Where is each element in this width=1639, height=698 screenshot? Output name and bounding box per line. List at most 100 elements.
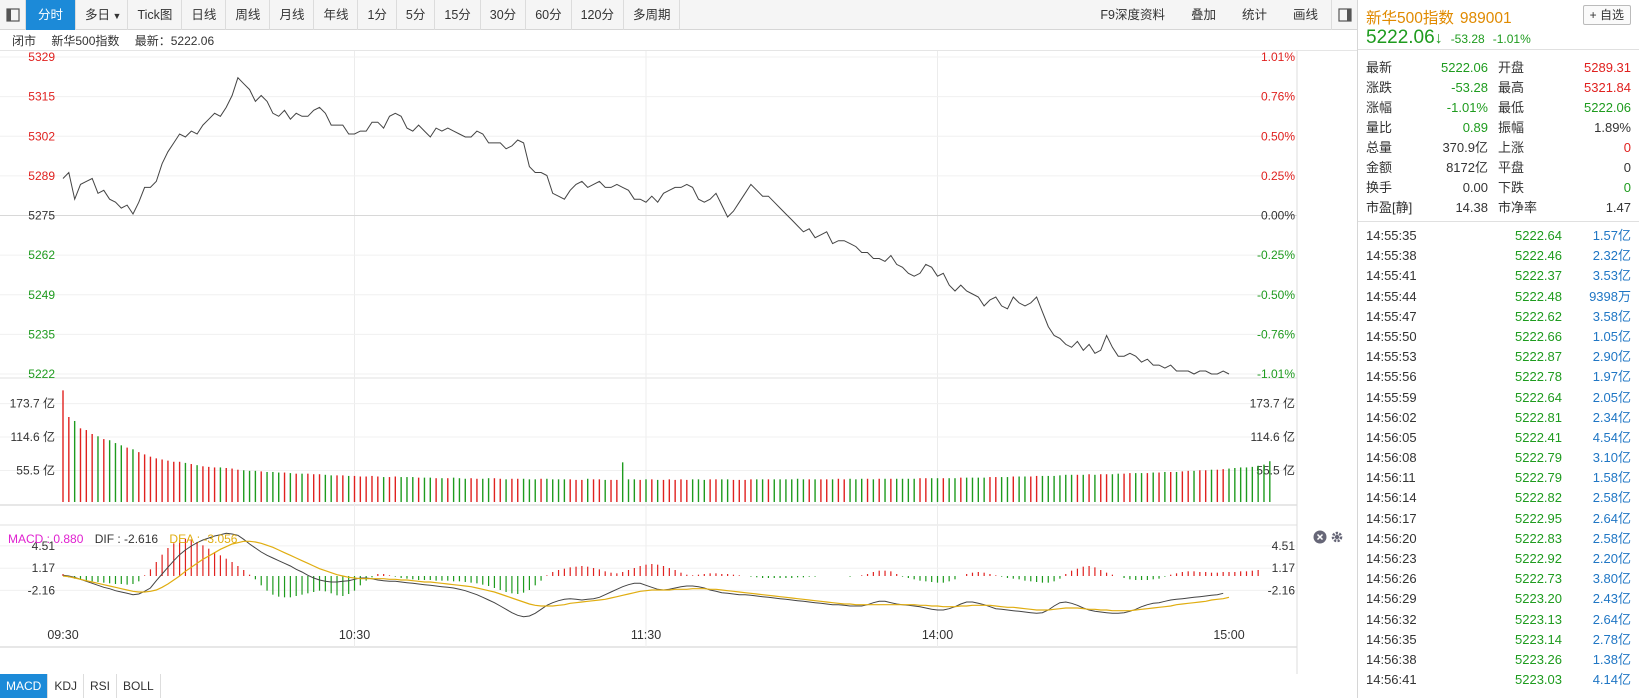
- toolbar-action-3[interactable]: 画线: [1292, 8, 1318, 22]
- tick-list[interactable]: 14:55:35 5222.64 1.57亿 14:55:38 5222.46 2.32亿…: [1358, 222, 1639, 690]
- tick-time: 14:55:56: [1366, 369, 1417, 385]
- stat-row: 金额 8172亿 平盘 0: [1366, 158, 1631, 178]
- indicator-tab-kdj[interactable]: KDJ: [48, 674, 85, 698]
- tab-period-12[interactable]: 120分: [572, 0, 624, 30]
- tick-row: 14:55:44 5222.48 9398万: [1366, 287, 1631, 307]
- toolbar-action-1[interactable]: 叠加: [1190, 8, 1216, 22]
- tick-time: 14:55:41: [1366, 268, 1417, 284]
- tick-row: 14:56:29 5223.20 2.43亿: [1366, 589, 1631, 609]
- tick-time: 14:55:59: [1366, 389, 1417, 405]
- stat-row: 涨幅 -1.01% 最低 5222.06: [1366, 98, 1631, 118]
- gear-icon[interactable]: [1330, 530, 1344, 544]
- dropdown-arrow-icon: ▼: [110, 11, 122, 21]
- period-tabs: 分时 多日 ▼ Tick图 日线 周线 月线 年线 1分 5分 15分 30分 60分 120分 多周期: [26, 0, 681, 30]
- time-tick-label: 14:00: [922, 628, 953, 642]
- indicator-tabs: MACD KDJ RSI BOLL: [0, 674, 161, 698]
- tick-price: 5222.66: [1515, 328, 1562, 344]
- add-watchlist-button[interactable]: + 自选: [1582, 5, 1631, 25]
- stat-label: 上涨: [1498, 140, 1525, 155]
- tick-price: 5222.62: [1515, 308, 1562, 324]
- tick-time: 14:56:35: [1366, 631, 1417, 647]
- tick-row: 14:55:56 5222.78 1.97亿: [1366, 367, 1631, 387]
- tab-period-3[interactable]: 日线: [182, 0, 227, 30]
- macd-tick-label: 4.51: [1272, 539, 1296, 553]
- tick-volume: 1.57亿: [1592, 228, 1631, 243]
- stat-value: 14.38: [1455, 200, 1488, 215]
- price-line: [62, 76, 1230, 375]
- tick-time: 14:56:23: [1366, 551, 1417, 566]
- tab-period-4[interactable]: 周线: [226, 0, 271, 30]
- indicator-tab-boll[interactable]: BOLL: [117, 674, 161, 698]
- tab-period-8[interactable]: 5分: [397, 0, 436, 30]
- tick-time: 14:56:38: [1366, 651, 1417, 667]
- security-code: 989001: [1459, 10, 1512, 27]
- tick-row: 14:55:41 5222.37 3.53亿: [1366, 266, 1631, 286]
- pct-tick-label: -0.50%: [1257, 288, 1295, 302]
- index-name: 新华500指数: [51, 34, 120, 48]
- volume-tick-label: 55.5 亿: [16, 463, 55, 478]
- tab-period-0[interactable]: 分时: [26, 0, 77, 30]
- tab-period-13[interactable]: 多周期: [624, 0, 681, 30]
- tick-time: 14:56:08: [1366, 450, 1417, 466]
- tab-period-1[interactable]: 多日 ▼: [76, 0, 129, 30]
- toggle-left-panel-icon[interactable]: [0, 0, 26, 30]
- dif-value: DIF : -2.616: [94, 532, 159, 546]
- tick-volume: 3.53亿: [1592, 268, 1631, 284]
- volume-tick-label: 114.6 亿: [1251, 429, 1295, 444]
- stat-value: 0: [1623, 140, 1631, 155]
- tick-price: 5222.37: [1515, 268, 1562, 284]
- price-tick-label: 5262: [28, 248, 55, 262]
- tick-time: 14:55:47: [1366, 308, 1417, 324]
- tick-price: 5222.78: [1515, 369, 1562, 385]
- tick-time: 14:56:29: [1366, 591, 1417, 607]
- security-name: 新华500指数: [1366, 10, 1454, 27]
- tab-period-7[interactable]: 1分: [358, 0, 397, 30]
- indicator-tab-macd[interactable]: MACD: [0, 674, 49, 698]
- intraday-chart[interactable]: 5329 1.01% 5315 0.76% 5302 0.50% 5289 0.25% 5275…: [0, 51, 1357, 674]
- toolbar-action-2[interactable]: 统计: [1241, 8, 1267, 22]
- tab-period-10[interactable]: 30分: [481, 0, 527, 30]
- tick-time: 14:56:17: [1366, 510, 1417, 526]
- tick-price: 5222.81: [1515, 409, 1562, 425]
- tick-volume: 3.10亿: [1592, 450, 1631, 466]
- tick-time: 14:56:41: [1366, 672, 1417, 688]
- macd-value: MACD : 0.880: [8, 532, 84, 546]
- stat-value: 5222.06: [1584, 100, 1631, 115]
- tick-price: 5222.82: [1515, 490, 1562, 506]
- tick-price: 5222.87: [1515, 349, 1562, 365]
- stat-label: 换手: [1366, 180, 1393, 195]
- tick-price: 5222.73: [1515, 571, 1562, 587]
- price-tick-label: 5222: [28, 367, 55, 381]
- tick-row: 14:55:38 5222.46 2.32亿: [1366, 246, 1631, 266]
- tick-row: 14:56:38 5223.26 1.38亿: [1366, 650, 1631, 670]
- stat-row: 涨跌 -53.28 最高 5321.84: [1366, 78, 1631, 98]
- tick-price: 5223.20: [1515, 591, 1562, 607]
- dea-line: [62, 540, 1230, 612]
- tab-period-5[interactable]: 月线: [270, 0, 315, 30]
- tick-time: 14:56:32: [1366, 611, 1417, 627]
- indicator-tab-rsi[interactable]: RSI: [84, 674, 118, 698]
- tick-row: 14:56:32 5223.13 2.64亿: [1366, 610, 1631, 630]
- close-indicator-icon[interactable]: [1313, 530, 1327, 544]
- tab-period-9[interactable]: 15分: [435, 0, 481, 30]
- tick-time: 14:56:26: [1366, 571, 1417, 587]
- status-line: 闭市 新华500指数 最新：5222.06: [0, 31, 1357, 51]
- tab-period-11[interactable]: 60分: [526, 0, 572, 30]
- tick-volume: 4.54亿: [1592, 429, 1631, 445]
- tick-row: 14:56:08 5222.79 3.10亿: [1366, 448, 1631, 468]
- tab-period-2[interactable]: Tick图: [128, 0, 183, 30]
- tick-price: 5223.03: [1515, 672, 1562, 688]
- tick-row: 14:55:53 5222.87 2.90亿: [1366, 347, 1631, 367]
- price-tick-label: 5235: [28, 327, 55, 341]
- toggle-right-panel-icon[interactable]: [1331, 0, 1357, 30]
- tab-period-6[interactable]: 年线: [314, 0, 359, 30]
- tick-volume: 2.05亿: [1592, 389, 1631, 405]
- tick-row: 14:56:11 5222.79 1.58亿: [1366, 468, 1631, 488]
- time-tick-label: 11:30: [631, 628, 661, 642]
- tick-price: 5223.14: [1515, 631, 1562, 647]
- tick-price: 5222.48: [1515, 288, 1562, 304]
- pct-tick-label: 1.01%: [1261, 51, 1295, 64]
- tick-volume: 1.38亿: [1592, 651, 1631, 667]
- quote-panel: 新华500指数 989001 + 自选 5222.06 ↓ -53.28 -1.0…: [1357, 0, 1639, 698]
- toolbar-action-0[interactable]: F9深度资料: [1100, 8, 1165, 22]
